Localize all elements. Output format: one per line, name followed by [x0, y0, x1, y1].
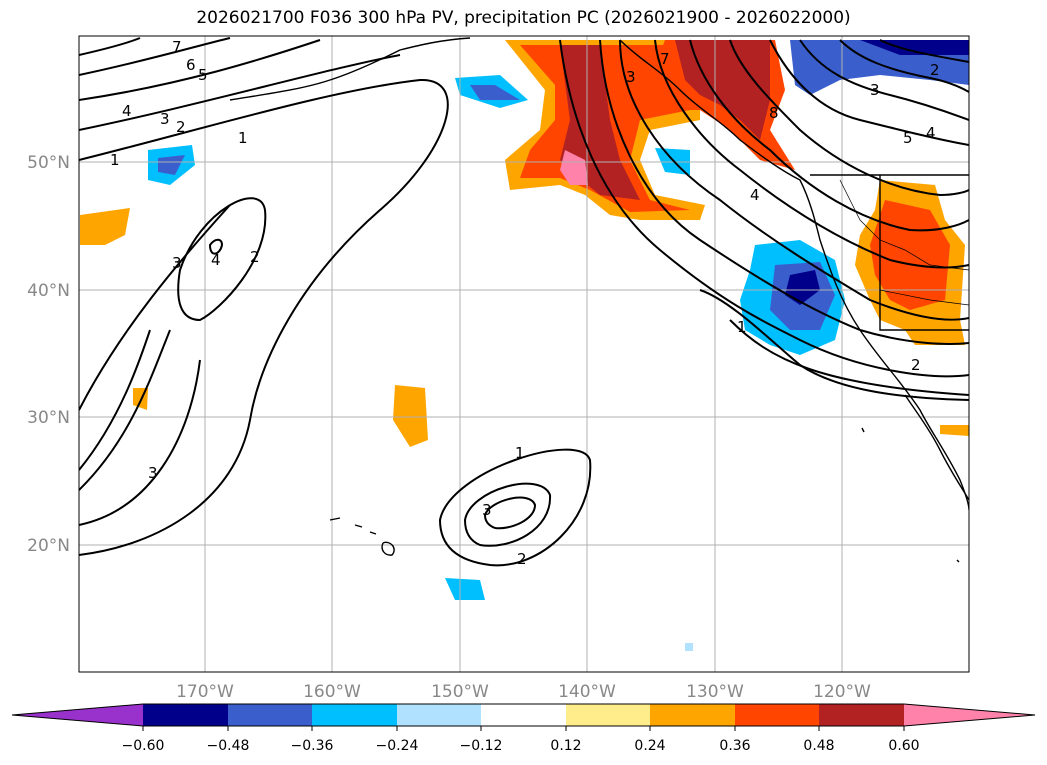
lon-label-130w: 130°W — [686, 682, 744, 702]
contour-label: 2 — [911, 356, 921, 374]
colorbar-segment — [566, 704, 650, 726]
colorbar-segment — [228, 704, 312, 726]
contour-label: 6 — [186, 56, 196, 74]
contour-label: 2 — [930, 61, 940, 79]
colorbar-segment — [143, 704, 228, 726]
contour-labels: 7 6 5 4 3 2 1 3 4 2 3 1 3 2 3 7 8 1 4 3 … — [110, 38, 940, 568]
graticule — [79, 36, 969, 672]
contour-label: 5 — [198, 66, 208, 84]
lon-label-150w: 150°W — [431, 682, 489, 702]
lon-label-140w: 140°W — [558, 682, 616, 702]
colorbar-segment — [312, 704, 397, 726]
colorbar-tick: −0.36 — [291, 738, 334, 754]
map-background — [79, 36, 969, 672]
colorbar: −0.60 −0.48 −0.36 −0.24 −0.12 0.12 0.24 … — [11, 703, 1036, 754]
colorbar-segment — [481, 704, 566, 726]
borders — [839, 179, 969, 306]
map-frame — [78, 35, 970, 673]
contour-label: 1 — [515, 444, 525, 462]
contour-label: 4 — [122, 102, 132, 120]
colorbar-extend-high — [904, 704, 1035, 726]
contour-label: 4 — [211, 251, 221, 269]
lat-label-20n: 20°N — [27, 536, 70, 556]
pv-contours — [79, 37, 969, 567]
contour-label: 1 — [737, 318, 747, 336]
contour-label: 3 — [172, 254, 182, 272]
contour-label: 7 — [660, 50, 670, 68]
contour-label: 4 — [750, 186, 760, 204]
contour-label: 7 — [172, 38, 182, 56]
lon-label-170w: 170°W — [176, 682, 234, 702]
coastlines — [229, 37, 969, 563]
colorbar-segment — [397, 704, 481, 726]
lon-label-120w: 120°W — [813, 682, 871, 702]
contour-label: 5 — [903, 129, 913, 147]
contour-label: 3 — [160, 110, 170, 128]
colorbar-tick: 0.24 — [634, 738, 665, 754]
lon-labels: 170°W 160°W 150°W 140°W 130°W 120°W — [176, 682, 871, 702]
contour-label: 2 — [176, 118, 186, 136]
colorbar-tick: 0.48 — [803, 738, 834, 754]
contour-label: 1 — [110, 151, 120, 169]
colorbar-tick: −0.60 — [122, 738, 165, 754]
colorbar-tick: 0.60 — [888, 738, 919, 754]
lat-label-40n: 40°N — [27, 281, 70, 301]
colorbar-segment — [735, 704, 819, 726]
colorbar-tick: 0.36 — [719, 738, 750, 754]
colorbar-tick: −0.48 — [207, 738, 250, 754]
contour-label: 3 — [482, 501, 492, 519]
colorbar-tick: −0.24 — [376, 738, 419, 754]
colorbar-extend-low — [12, 704, 143, 726]
colorbar-tick: 0.12 — [550, 738, 581, 754]
map-title: 2026021700 F036 300 hPa PV, precipitatio… — [196, 8, 851, 28]
colorbar-segment — [650, 704, 735, 726]
lon-label-160w: 160°W — [303, 682, 361, 702]
contour-label: 3 — [626, 68, 636, 86]
contour-label: 3 — [148, 464, 158, 482]
contour-label: 1 — [238, 129, 248, 147]
contour-label: 8 — [769, 104, 779, 122]
lat-label-30n: 30°N — [27, 408, 70, 428]
colorbar-tick: −0.12 — [460, 738, 503, 754]
contour-label: 2 — [517, 550, 527, 568]
contour-label: 2 — [250, 248, 260, 266]
lat-labels: 50°N 40°N 30°N 20°N — [27, 153, 70, 556]
contour-label: 3 — [870, 81, 880, 99]
colorbar-segment — [819, 704, 904, 726]
contour-label: 4 — [926, 124, 936, 142]
lat-label-50n: 50°N — [27, 153, 70, 173]
